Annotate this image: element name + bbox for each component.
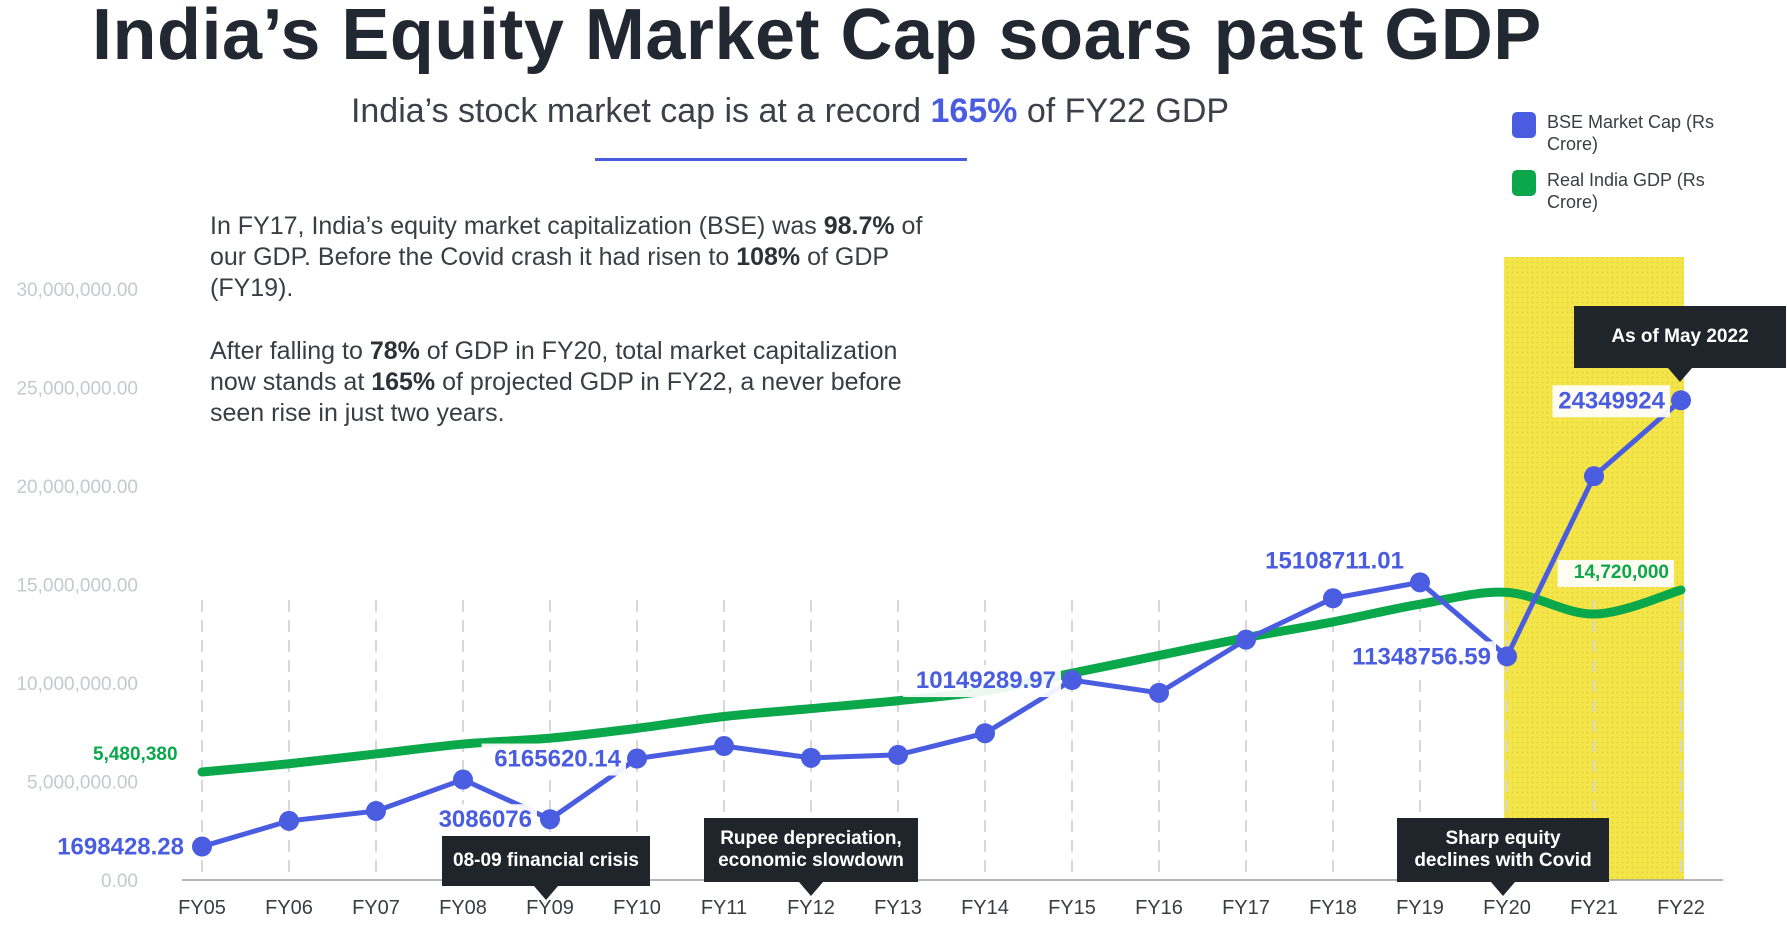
legend-label-gdp: Real India GDP (Rs Crore) (1547, 170, 1705, 212)
label-bg-bse-fy10 (481, 743, 626, 776)
label-bg-bse-fy20 (1338, 641, 1496, 674)
x-tick-fy06: FY06 (265, 897, 313, 919)
y-tick-5: 25,000,000.00 (16, 379, 138, 400)
callout-rupee-depreciation-text: Rupee depreciation, economic slowdown (718, 828, 904, 871)
label-bg-bse-fy05 (44, 831, 189, 864)
label-bg-bse-fy19 (1251, 545, 1409, 578)
x-tick-fy07: FY07 (352, 897, 400, 919)
y-tick-1: 5,000,000.00 (27, 773, 138, 794)
x-tick-fy17: FY17 (1222, 897, 1270, 919)
bse-point-fy22 (1671, 390, 1691, 411)
chart-subtitle: India’s stock market cap is at a record … (0, 92, 1580, 131)
x-tick-fy09: FY09 (526, 897, 574, 919)
bse-point-fy15 (1062, 670, 1082, 691)
chart-title: India’s Equity Market Cap soars past GDP (92, 0, 1542, 75)
x-tick-fy21: FY21 (1570, 897, 1618, 919)
callout-financial-crisis: 08-09 financial crisis (442, 836, 650, 900)
x-tick-fy11: FY11 (701, 897, 747, 919)
bse-line (201, 398, 1683, 849)
y-tick-2: 10,000,000.00 (16, 674, 138, 695)
x-tick-fy18: FY18 (1309, 897, 1357, 919)
callout-may-2022-text: As of May 2022 (1611, 326, 1749, 347)
p1-text-1: In FY17, India’s equity market capitaliz… (210, 212, 824, 240)
bse-point-fy14 (975, 723, 995, 744)
callout-covid: Sharp equity declines with Covid (1397, 818, 1609, 896)
y-tick-4: 20,000,000.00 (16, 477, 138, 498)
bse-point-fy10 (627, 748, 647, 769)
label-bg-gdp-fy22 (1557, 560, 1674, 588)
bse-point-fy06 (279, 810, 299, 831)
data-label-gdp-fy22: 14,720,000 (1574, 562, 1669, 583)
x-tick-fy08: FY08 (439, 897, 487, 919)
legend-label-bse: BSE Market Cap (Rs Crore) (1547, 112, 1715, 154)
x-tick-fy13: FY13 (874, 897, 922, 919)
callout-rupee-depreciation: Rupee depreciation, economic slowdown (704, 818, 918, 896)
p1-bold-2: 108% (736, 243, 801, 271)
label-bg-bse-fy09 (432, 804, 537, 837)
bse-point-fy05 (192, 836, 212, 857)
bse-point-fy19 (1410, 572, 1430, 593)
subtitle-text-start: India’s stock market cap is at a record (350, 92, 931, 130)
x-tick-fy20: FY20 (1483, 897, 1531, 919)
data-label-gdp-fy05: 5,480,380 (93, 744, 178, 765)
p2-text-1: After falling to (210, 337, 370, 365)
x-tick-fy22: FY22 (1657, 897, 1705, 919)
paragraph-fy17: In FY17, India’s equity market capitaliz… (210, 211, 930, 304)
legend-swatch-gdp (1512, 170, 1536, 196)
subtitle-highlight: 165% (930, 92, 1018, 130)
bse-point-fy11 (714, 736, 734, 757)
p1-text-2: of our GDP. Before the Covid crash it ha… (210, 212, 923, 271)
data-label-bse-fy20: 11348756.59 (1352, 643, 1491, 670)
label-bg-gdp-fy05 (88, 742, 194, 770)
label-bg-bse-fy22 (1552, 385, 1670, 418)
bse-point-fy20 (1497, 646, 1517, 667)
x-tick-fy15: FY15 (1048, 897, 1096, 919)
bse-point-fy18 (1323, 588, 1343, 609)
p1-text-3: of GDP (FY19). (210, 243, 889, 302)
paragraph-fy20: After falling to 78% of GDP in FY20, tot… (210, 336, 930, 429)
bse-point-fy16 (1149, 682, 1169, 703)
label-bg-bse-fy15 (903, 665, 1061, 698)
subtitle-underline (595, 158, 967, 161)
y-tick-3: 15,000,000.00 (16, 576, 138, 597)
p1-bold-1: 98.7% (823, 212, 895, 240)
x-tick-fy05: FY05 (178, 897, 226, 919)
bse-point-fy09 (540, 809, 560, 830)
callout-financial-crisis-text: 08-09 financial crisis (453, 850, 639, 871)
data-label-bse-fy09: 3086076 (439, 806, 532, 833)
x-tick-fy14: FY14 (961, 897, 1009, 919)
x-tick-fy10: FY10 (613, 897, 661, 919)
callout-covid-text: Sharp equity declines with Covid (1414, 828, 1592, 871)
subtitle-text-end: of FY22 GDP (1017, 92, 1230, 130)
bse-point-fy07 (366, 801, 386, 822)
p2-text-3: of projected GDP in FY22, a never before… (210, 368, 902, 427)
data-label-bse-fy15: 10149289.97 (916, 667, 1056, 694)
bse-point-fy13 (888, 744, 908, 765)
p2-text-2: of GDP in FY20, total market capitalizat… (210, 337, 898, 396)
legend-swatch-bse (1512, 112, 1536, 138)
x-tick-fy19: FY19 (1396, 897, 1444, 919)
y-tick-6: 30,000,000.00 (16, 280, 138, 301)
data-label-bse-fy19: 15108711.01 (1265, 547, 1404, 574)
p2-bold-1: 78% (369, 337, 420, 365)
callout-may-2022: As of May 2022 (1574, 306, 1786, 382)
bse-point-fy08 (453, 769, 473, 790)
bse-point-fy12 (801, 747, 821, 768)
x-tick-fy16: FY16 (1135, 897, 1183, 919)
data-label-bse-fy22: 24349924 (1558, 387, 1665, 414)
bse-point-fy17 (1236, 629, 1256, 650)
bse-point-fy21 (1584, 466, 1604, 487)
data-label-bse-fy05: 1698428.28 (57, 834, 184, 861)
data-label-bse-fy10: 6165620.14 (494, 746, 621, 773)
x-tick-fy12: FY12 (787, 897, 835, 919)
p2-bold-2: 165% (371, 368, 436, 396)
y-tick-0: 0.00 (101, 871, 138, 892)
